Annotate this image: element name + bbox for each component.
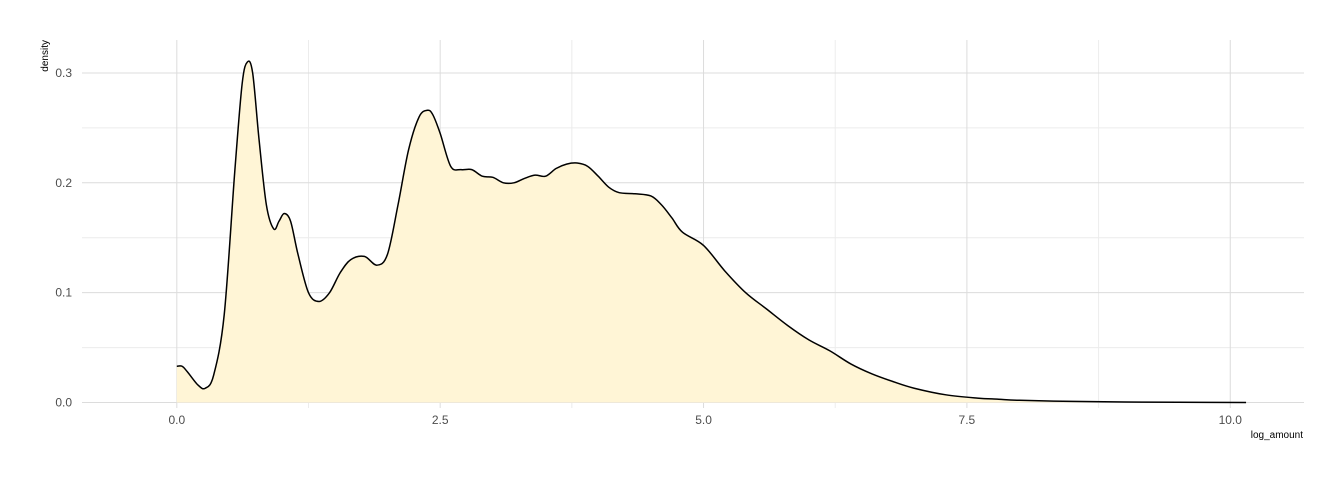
x-axis-tick-labels: 0.0 2.5 5.0 7.5 10.0 (168, 413, 1242, 427)
y-tick-label: 0.1 (55, 286, 72, 300)
y-tick-label: 0.3 (55, 66, 72, 80)
y-tick-label: 0.2 (55, 176, 72, 190)
density-area (176, 61, 1247, 403)
y-tick-label: 0.0 (55, 396, 72, 410)
x-axis-title: log_amount (1251, 430, 1303, 441)
x-tick-label: 10.0 (1219, 413, 1243, 427)
y-axis-title: density (40, 40, 51, 72)
x-tick-label: 0.0 (168, 413, 185, 427)
x-tick-label: 7.5 (959, 413, 976, 427)
x-tick-label: 2.5 (432, 413, 449, 427)
x-tick-label: 5.0 (695, 413, 712, 427)
density-line (176, 60, 1247, 404)
y-axis-tick-labels: 0.0 0.1 0.2 0.3 (55, 66, 72, 410)
